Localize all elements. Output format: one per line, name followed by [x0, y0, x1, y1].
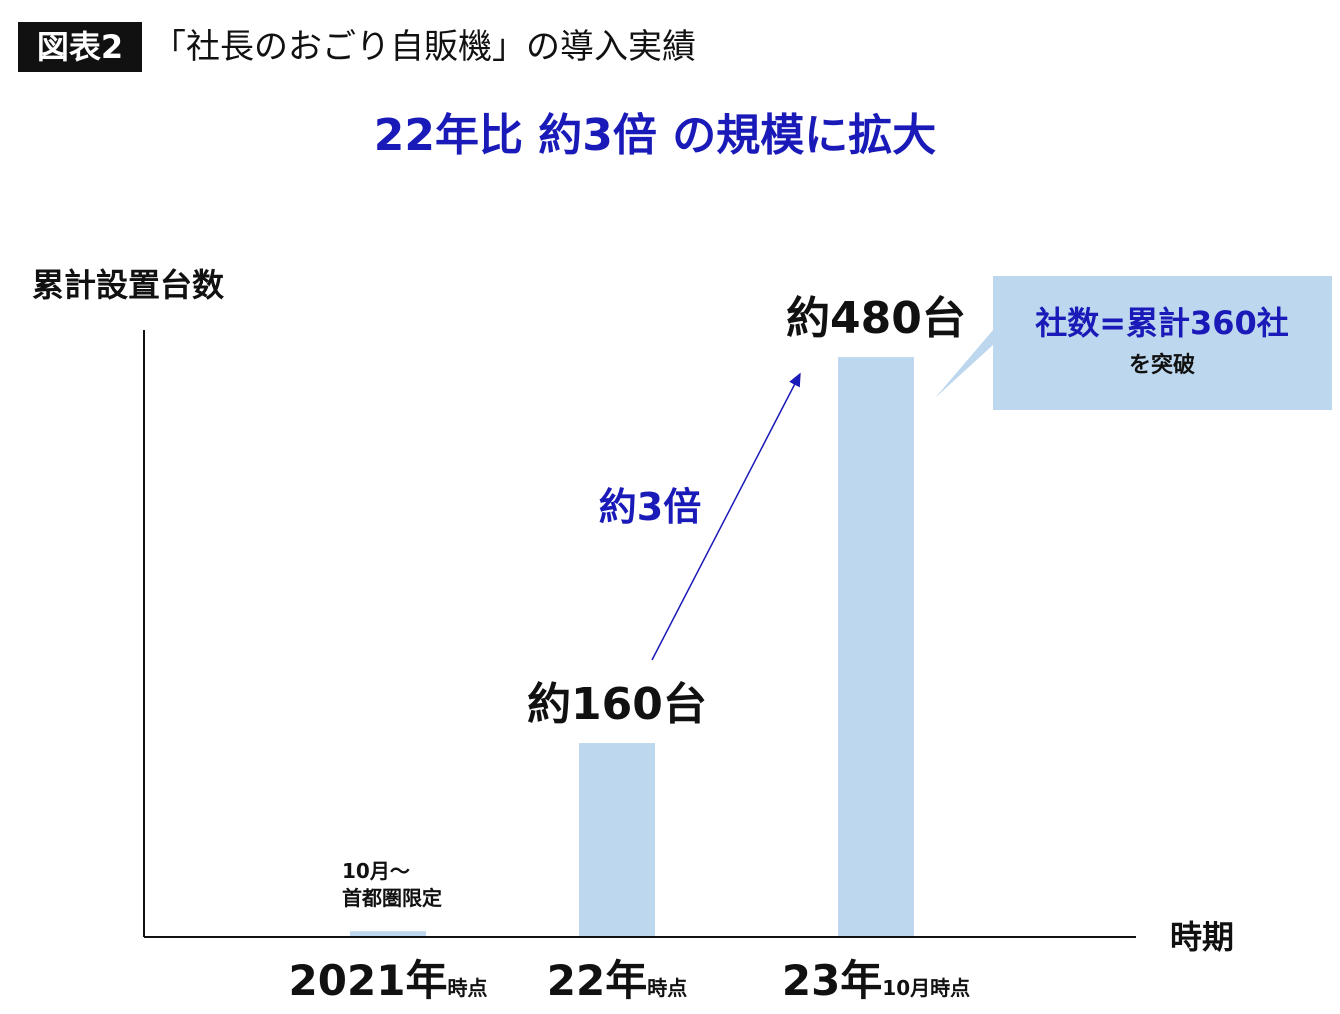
category-note: 時点	[647, 976, 687, 1000]
label-box	[18, 22, 142, 72]
annotation: 首都圏限定	[342, 886, 442, 910]
subtitle: 22年比 約3倍 の規模に拡大	[374, 110, 936, 161]
x-axis-label: 時期	[1170, 918, 1234, 956]
callout-box	[935, 276, 1332, 410]
arrow	[651, 372, 801, 661]
bar	[579, 743, 655, 936]
bar	[838, 357, 914, 936]
x-tick-label: 2021年時点	[289, 956, 488, 1005]
y-axis-label: 累計設置台数	[32, 266, 225, 304]
annotation: 約3倍	[599, 485, 701, 529]
value-label: 約480台	[786, 293, 966, 344]
category-note: 時点	[447, 976, 487, 1000]
category: 22年	[547, 956, 647, 1005]
callout-text: を突破	[1129, 352, 1195, 378]
category: 23年	[782, 956, 882, 1005]
figure-label: 図表2	[37, 28, 123, 66]
x-tick-label: 23年10月時点	[782, 956, 970, 1005]
category: 2021年	[289, 956, 448, 1005]
annotation: 10月～	[342, 859, 410, 883]
callout-text: 社数=累計360社	[1035, 304, 1289, 342]
category-note: 10月時点	[882, 976, 970, 1000]
bar	[350, 931, 426, 936]
chart-title: 「社長のおごり自販機」の導入実績	[152, 27, 696, 67]
value-label: 約160台	[527, 679, 707, 730]
x-tick-label: 22年時点	[547, 956, 687, 1005]
